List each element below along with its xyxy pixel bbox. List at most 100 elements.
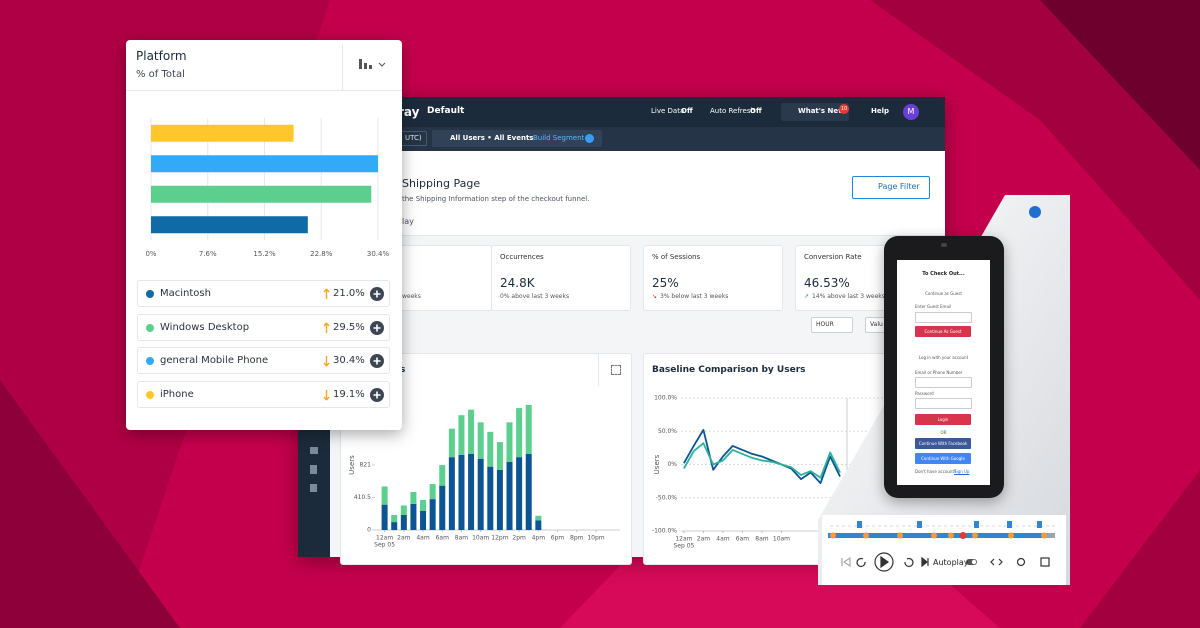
divider <box>342 45 343 90</box>
divider <box>126 90 402 91</box>
page-title: Shipping Page <box>402 177 481 190</box>
metric-change: 14% above last 3 weeks <box>812 293 885 300</box>
sidebar-icon[interactable] <box>310 465 317 474</box>
login-button[interactable]: Login <box>915 414 971 425</box>
timezone[interactable]: UTC) <box>400 131 427 146</box>
add-plus <box>373 290 381 298</box>
metric-trend-icon: ↗ <box>804 293 810 300</box>
timeline-rest <box>1045 533 1055 538</box>
metric-value: 25% <box>652 276 679 290</box>
or-label: OR <box>940 430 947 435</box>
chart-title: s <box>400 365 406 375</box>
password-input[interactable] <box>915 398 972 409</box>
auto-refresh-state[interactable]: Off <box>750 107 762 115</box>
metric-card: % of Sessions 25% ↘ 3% below last 3 week… <box>643 245 783 311</box>
live-data-state[interactable]: Off <box>681 107 693 115</box>
code-button[interactable] <box>990 558 1003 566</box>
legend-label: Windows Desktop <box>160 321 250 333</box>
google-button[interactable]: Continue With Google <box>915 453 971 464</box>
legend-row[interactable]: Windows Desktop 29.5% <box>137 313 390 341</box>
trend-arrow-path <box>323 322 330 333</box>
password-label: Password <box>915 391 934 396</box>
event-dot[interactable] <box>1008 532 1014 539</box>
legend-row[interactable]: Macintosh 21.0% <box>137 280 390 307</box>
login-heading: Log in with your account <box>918 355 969 360</box>
segment-box[interactable] <box>432 130 602 147</box>
legend-row[interactable]: iPhone 19.1% <box>137 380 390 408</box>
metric-change: weeks <box>402 293 421 300</box>
page-icon[interactable] <box>1007 521 1012 528</box>
event-dot[interactable] <box>972 532 978 539</box>
event-dot[interactable] <box>948 532 954 539</box>
chart-title: Baseline Comparison by Users <box>652 365 806 375</box>
tab[interactable]: lay <box>402 217 414 226</box>
trend-arrow-path <box>323 356 330 367</box>
page-icon[interactable] <box>1037 521 1042 528</box>
avatar[interactable]: M <box>903 104 919 120</box>
chart-type-button[interactable] <box>358 57 390 71</box>
page-description: the Shipping Information step of the che… <box>402 195 590 203</box>
metric-value: 24.8K <box>500 276 535 290</box>
segment[interactable]: All Users • All Events <box>450 134 534 142</box>
legend-swatch <box>146 357 154 365</box>
phone: To Check Out... Continue as Guest Enter … <box>884 236 1004 498</box>
add-button[interactable] <box>370 320 384 335</box>
interval-select[interactable]: HOUR <box>811 317 853 333</box>
sidebar-icon[interactable] <box>310 484 317 492</box>
icon-bar <box>359 59 362 69</box>
email-input[interactable] <box>915 377 972 388</box>
autoplay-toggle[interactable] <box>966 559 977 565</box>
guest-button[interactable]: Continue As Guest <box>915 326 971 337</box>
page-filter[interactable]: Page Filter <box>878 182 920 191</box>
legend-swatch <box>146 390 154 399</box>
add-plus <box>373 357 381 365</box>
error-dot[interactable] <box>959 532 967 539</box>
chevron <box>378 62 386 67</box>
trend-arrow-path <box>323 389 330 400</box>
segment-bar: UTC) All Users • All Events Build Segmen… <box>298 127 945 151</box>
add-plus <box>373 324 381 331</box>
legend-label: general Mobile Phone <box>160 355 269 366</box>
event-dot[interactable] <box>1041 532 1047 539</box>
guest-heading: Continue as Guest <box>925 291 962 296</box>
facebook-button[interactable]: Continue With Facebook <box>915 438 971 449</box>
view-name[interactable]: Default <box>427 106 465 116</box>
auto-refresh-label[interactable]: Auto Refresh <box>710 107 755 115</box>
add-icon[interactable] <box>585 134 594 143</box>
toggle-knob <box>971 559 977 565</box>
add-button[interactable] <box>370 354 384 368</box>
icon-bar <box>364 63 367 69</box>
guest-email-input[interactable] <box>915 312 972 323</box>
phone-screen: To Check Out... Continue as Guest Enter … <box>897 260 990 485</box>
icon-bar <box>369 65 372 69</box>
whats-new-button[interactable] <box>781 103 849 121</box>
signup-prompt: Don't have account? <box>915 469 957 474</box>
expand-button[interactable] <box>1040 557 1050 567</box>
email-label: Email or Phone Number <box>915 370 963 375</box>
signup-link[interactable]: Sign Up <box>954 469 970 474</box>
add-button[interactable] <box>370 387 384 402</box>
live-data-label[interactable]: Live Data <box>651 107 685 115</box>
settings-button[interactable] <box>1016 557 1026 567</box>
add-button[interactable] <box>370 287 384 301</box>
metric-card: Occurrences 24.8K 0% above last 3 weeks <box>491 245 631 311</box>
camera <box>941 243 947 247</box>
metric-label: Conversion Rate <box>804 253 862 261</box>
expand-icon[interactable] <box>611 365 621 375</box>
trend-arrow <box>323 322 330 333</box>
help[interactable]: Help <box>871 107 890 115</box>
page-header: Shipping Page the Shipping Information s… <box>330 151 945 236</box>
page-icon[interactable] <box>974 521 979 528</box>
metric-trend-icon: ↘ <box>652 293 658 300</box>
whats-new[interactable]: What's New <box>798 107 845 115</box>
card-title: Platform <box>136 49 187 63</box>
build-segment[interactable]: Build Segment <box>533 134 585 142</box>
metric-label: % of Sessions <box>652 253 701 261</box>
legend-row[interactable]: general Mobile Phone 30.4% <box>137 347 390 374</box>
metric-change: 3% below last 3 weeks <box>660 293 729 300</box>
legend-swatch <box>146 290 154 298</box>
legend-value: 29.5% <box>333 321 365 333</box>
collapse-button[interactable] <box>1029 206 1041 218</box>
sidebar-icon[interactable] <box>310 447 318 454</box>
